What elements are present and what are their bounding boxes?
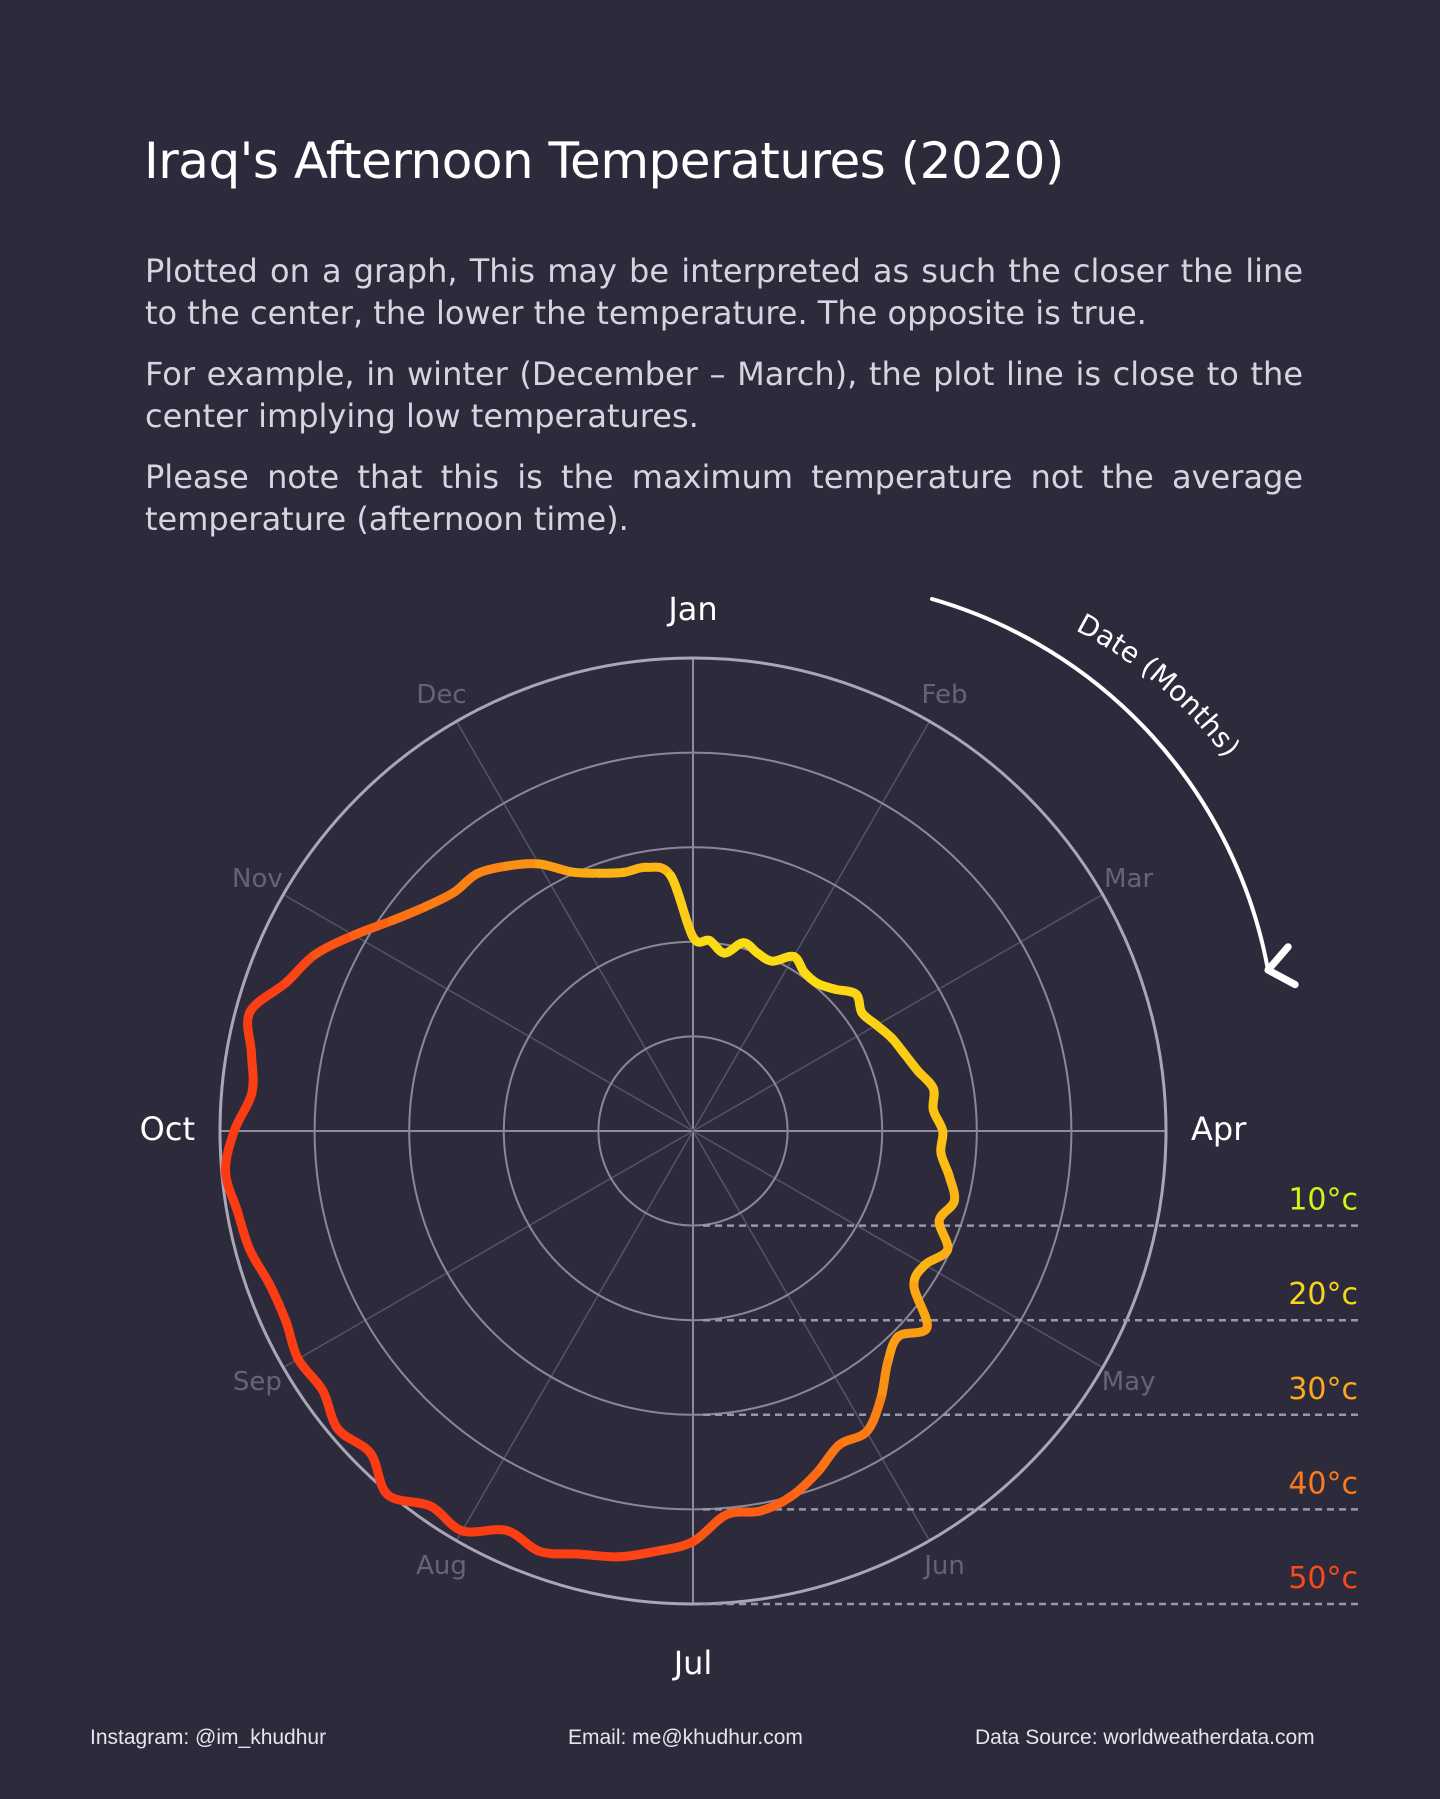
grid-ring-10 — [597, 1035, 789, 1227]
temperature-line-segment — [575, 1549, 623, 1562]
grid-ring-40 — [313, 751, 1073, 1511]
temperature-line-segment — [688, 1510, 732, 1547]
temperature-line-segment — [457, 1525, 512, 1537]
grid-ring-30 — [408, 846, 978, 1416]
month-label-sep: Sep — [233, 1367, 282, 1397]
polar-grid — [218, 656, 1168, 1606]
temperature-line-segment — [245, 978, 291, 1017]
footer-email: Email: me@khudhur.com — [568, 1726, 803, 1749]
month-label-aug: Aug — [416, 1551, 467, 1581]
temperature-line-segment — [421, 887, 459, 912]
spoke-dec — [455, 720, 694, 1132]
date-direction-arrow-icon — [930, 597, 1299, 989]
temperature-line — [221, 859, 960, 1562]
spoke-jun — [692, 1130, 931, 1542]
tick-label-50: 50°c — [1288, 1561, 1358, 1596]
spoke-feb — [692, 720, 931, 1132]
spoke-nov — [282, 893, 694, 1132]
temperature-line-segment — [293, 1354, 328, 1395]
description-paragraph-1: Plotted on a graph, This may be interpre… — [145, 252, 1303, 332]
month-label-apr: Apr — [1191, 1110, 1247, 1148]
temperature-line-segment — [862, 1394, 886, 1437]
reference-lines — [703, 1224, 1360, 1606]
footer-instagram: Instagram: @im_khudhur — [90, 1726, 327, 1749]
temperature-line-segment — [265, 1280, 291, 1326]
month-label-oct: Oct — [140, 1110, 195, 1148]
temperature-line-segment — [387, 902, 431, 925]
tick-label-20: 20°c — [1288, 1277, 1358, 1312]
month-label-nov: Nov — [232, 864, 283, 894]
spoke-mar — [692, 893, 1104, 1132]
temperature-line-segment — [502, 1526, 545, 1556]
spoke-sep — [282, 1130, 694, 1369]
month-label-may: May — [1102, 1367, 1156, 1397]
temperature-line-segment — [243, 1007, 256, 1058]
month-label-jun: Jun — [922, 1551, 965, 1581]
temperature-line-segment — [281, 950, 320, 988]
direction-arrow: Date (Months) — [930, 597, 1299, 989]
temperature-line-segment — [722, 1506, 765, 1520]
temperature-line-segment — [245, 1245, 275, 1290]
month-label-jan: Jan — [666, 590, 717, 628]
description-paragraph-3: Please note that this is the maximum tem… — [145, 458, 1303, 538]
temperature-line-segment — [229, 1087, 257, 1136]
temperature-line-segment — [221, 1126, 239, 1177]
spoke-may — [692, 1130, 1104, 1369]
temperature-line-segment — [613, 1546, 661, 1562]
temperature-line-segment — [502, 859, 544, 871]
temperature-line-segment — [812, 1440, 844, 1477]
temperature-line-segment — [318, 1385, 343, 1434]
temperature-line-segment — [535, 1547, 585, 1559]
tick-label-30: 30°c — [1288, 1372, 1358, 1407]
tick-label-10: 10°c — [1288, 1183, 1358, 1218]
chart-title: Iraq's Afternoon Temperatures (2020) — [144, 132, 1064, 190]
temperature-line-segment — [472, 861, 512, 879]
temperature-line-segment — [666, 871, 698, 942]
temperature-line-segment — [651, 1537, 698, 1556]
temperature-line-segment — [246, 1048, 258, 1097]
temperature-line-segment — [893, 1322, 932, 1341]
footer-data-source: Data Source: worldweatherdata.com — [975, 1726, 1315, 1749]
spoke-aug — [455, 1130, 694, 1542]
month-label-jul: Jul — [672, 1644, 713, 1682]
month-label-feb: Feb — [921, 680, 967, 710]
temperature-line-segment — [876, 1358, 893, 1404]
temperature-line-segment — [349, 916, 397, 940]
temperature-line-segment — [834, 1427, 872, 1450]
grid-ring-50 — [218, 656, 1168, 1606]
month-labels: Jan Feb Mar Apr May Jun Jul Aug Sep Oct Nov Dec — [140, 590, 1248, 1682]
temperature-line-segment — [310, 930, 359, 960]
month-label-dec: Dec — [416, 680, 466, 710]
temperature-line-segment — [281, 1316, 303, 1364]
description-paragraph-2: For example, in winter (December – March… — [145, 355, 1303, 435]
temperature-line-segment — [755, 1492, 796, 1516]
temperature-line-segment — [534, 859, 577, 877]
temperature-scale-labels: 10°c 20°c 30°c 40°c 50°c — [1288, 1183, 1358, 1596]
temperature-line-segment — [366, 1448, 393, 1500]
temperature-line-segment — [232, 1206, 255, 1255]
tick-label-40: 40°c — [1288, 1466, 1358, 1501]
month-label-mar: Mar — [1104, 864, 1153, 894]
temperature-line-segment — [383, 1490, 435, 1511]
